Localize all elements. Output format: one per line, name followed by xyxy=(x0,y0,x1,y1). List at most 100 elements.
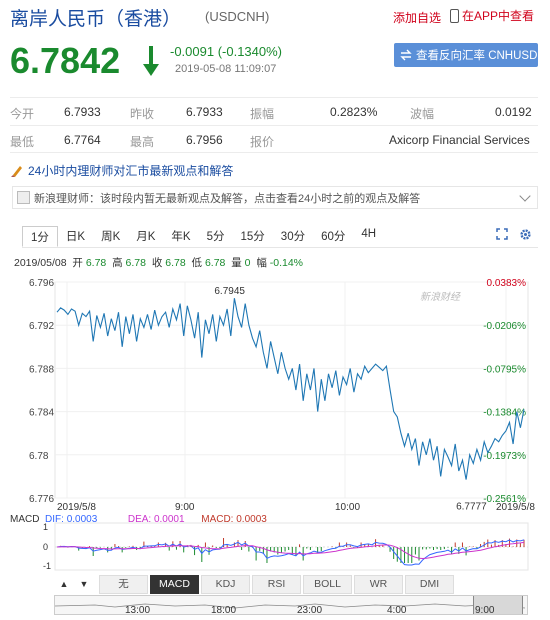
tab-period[interactable]: 月K xyxy=(136,231,156,243)
tab-period[interactable]: 30分 xyxy=(280,231,306,243)
gear-icon[interactable] xyxy=(519,228,532,241)
info-open: 6.78 xyxy=(85,257,107,269)
overview-time-label: 13:00 xyxy=(125,605,151,616)
x-tick-label: 9:00 xyxy=(175,502,195,513)
tab-period[interactable]: 4H xyxy=(361,228,377,240)
tab-indicator[interactable]: MACD xyxy=(150,575,199,594)
tab-period[interactable]: 年K xyxy=(171,231,191,243)
dif-value: 0.0003 xyxy=(66,514,98,525)
reverse-rate-label: 查看反向汇率 CNHUSD xyxy=(416,50,538,62)
stat-label: 昨收 xyxy=(130,107,155,121)
tab-indicator[interactable]: RSI xyxy=(252,575,301,594)
stat-value: 0.2823% xyxy=(330,105,378,119)
news-message-box[interactable]: 新浪理财师：该时段内暂无最新观点及解答，点击查看24小时之前的观点及解答 xyxy=(12,186,538,209)
current-price: 6.7842 xyxy=(10,40,121,81)
tab-period[interactable]: 1分 xyxy=(22,226,58,247)
avatar xyxy=(17,191,30,204)
info-amp: -0.14% xyxy=(269,257,304,269)
header: 离岸人民币（香港） (USDCNH) 添加自选 在APP中查看 xyxy=(0,0,550,34)
macd-tick-label: -1 xyxy=(43,561,51,571)
price-change: -0.0091 (-0.1340%) xyxy=(170,44,283,59)
scroll-up-icon[interactable]: ▲ xyxy=(59,579,69,589)
chevron-down-icon[interactable] xyxy=(519,190,531,202)
stats-row: 最低 6.7764 最高 6.7956 报价 Axicorp Financial… xyxy=(10,125,538,153)
add-watchlist-button[interactable]: 添加自选 xyxy=(393,11,442,25)
swap-icon xyxy=(400,49,412,61)
scroll-down-icon[interactable]: ▼ xyxy=(79,579,89,589)
dea-line xyxy=(56,541,525,560)
watermark: 新浪财经 xyxy=(420,291,461,303)
dif-line xyxy=(56,539,525,566)
dea-value: 0.0001 xyxy=(153,514,185,525)
stat-value: 6.7956 xyxy=(186,133,223,147)
info-vol: 0 xyxy=(244,257,251,269)
tab-period[interactable]: 5分 xyxy=(206,231,225,243)
y-tick-label: 6.776 xyxy=(29,494,54,505)
time-overview-strip[interactable]: 13:00 18:00 23:00 4:00 9:00 xyxy=(54,595,528,616)
macd-tick-label: 0 xyxy=(43,542,48,552)
tab-indicator[interactable]: KDJ xyxy=(201,575,250,594)
tab-indicator[interactable]: BOLL xyxy=(303,575,352,594)
info-low: 6.78 xyxy=(204,257,226,269)
tab-indicator[interactable]: DMI xyxy=(405,575,454,594)
stat-label: 报价 xyxy=(250,135,275,149)
tab-period[interactable]: 15分 xyxy=(240,231,265,243)
ohlc-info-bar: 2019/05/08 开 6.78 高 6.78 收 6.78 低 6.78 量… xyxy=(14,255,303,270)
reverse-rate-button[interactable]: 查看反向汇率 CNHUSD xyxy=(394,43,538,67)
down-arrow-icon xyxy=(143,46,159,76)
period-tabs: 1分 日K 周K 月K 年K 5分 15分 30分 60分 4H xyxy=(22,226,538,248)
macd-legend: MACD DIF: 0.0003 DEA: 0.0001 MACD: 0.000… xyxy=(10,514,267,525)
news-heading[interactable]: 24小时内理财师对汇市最新观点和解答 xyxy=(10,162,233,179)
fullscreen-icon[interactable] xyxy=(496,228,508,240)
tab-period[interactable]: 日K xyxy=(65,231,86,243)
min-annotation: 6.7777 xyxy=(456,502,487,513)
overview-time-label: 4:00 xyxy=(387,605,407,616)
indicator-tabs: 无 MACD KDJ RSI BOLL WR DMI xyxy=(99,575,456,594)
news-message: 新浪理财师：该时段内暂无最新观点及解答，点击查看24小时之前的观点及解答 xyxy=(34,192,421,205)
stat-label: 今开 xyxy=(10,107,35,121)
stat-value: 6.7764 xyxy=(64,133,101,147)
open-app-label: 在APP中查看 xyxy=(462,9,535,23)
y-tick-pct-label: -0.2561% xyxy=(483,494,526,505)
open-app-button[interactable]: 在APP中查看 xyxy=(450,7,534,24)
chart-frame xyxy=(54,281,529,499)
tab-period[interactable]: 周K xyxy=(101,231,121,243)
info-high-label: 高 xyxy=(112,257,123,269)
y-tick-pct-label: -0.0795% xyxy=(483,364,526,375)
y-tick-pct-label: -0.1973% xyxy=(483,451,526,462)
stat-value: 0.0192 xyxy=(495,105,532,119)
max-annotation: 6.7945 xyxy=(214,286,245,297)
info-high: 6.78 xyxy=(125,257,146,269)
stat-label: 波幅 xyxy=(410,107,435,121)
x-tick-label: 2019/5/8 xyxy=(57,502,96,513)
info-close-label: 收 xyxy=(151,257,163,269)
stat-label: 最高 xyxy=(130,135,155,149)
phone-icon xyxy=(450,8,459,23)
stat-value: 6.7933 xyxy=(186,105,223,119)
dea-label: DEA: xyxy=(127,514,152,525)
stat-value: Axicorp Financial Services xyxy=(389,133,530,147)
pencil-icon xyxy=(11,165,22,177)
info-close: 6.78 xyxy=(165,257,186,269)
y-tick-pct-label: -0.1384% xyxy=(483,408,526,419)
price-chart[interactable]: 6.7960.0383%6.792-0.0206%6.788-0.0795%6.… xyxy=(0,270,550,575)
quote-time: 2019-05-08 11:09:07 xyxy=(175,63,277,75)
y-tick-label: 6.788 xyxy=(29,364,54,375)
tab-period[interactable]: 60分 xyxy=(321,231,346,243)
info-vol-label: 量 xyxy=(231,257,242,269)
overview-time-label: 9:00 xyxy=(475,605,495,616)
tab-indicator[interactable]: 无 xyxy=(99,575,148,594)
tab-indicator[interactable]: WR xyxy=(354,575,403,594)
y-tick-label: 6.792 xyxy=(29,321,54,332)
stat-label: 最低 xyxy=(10,135,35,149)
y-tick-label: 6.784 xyxy=(29,408,54,419)
symbol-code: (USDCNH) xyxy=(205,9,270,24)
y-tick-label: 6.78 xyxy=(29,451,49,462)
info-low-label: 低 xyxy=(191,257,203,269)
x-tick-label: 2019/5/8 xyxy=(496,502,535,513)
stat-label: 振幅 xyxy=(250,107,275,121)
overview-selection-handle[interactable] xyxy=(473,596,523,614)
info-amp-label: 幅 xyxy=(256,257,267,269)
y-tick-label: 6.796 xyxy=(29,278,54,289)
page-title: 离岸人民币（香港） xyxy=(10,9,182,30)
